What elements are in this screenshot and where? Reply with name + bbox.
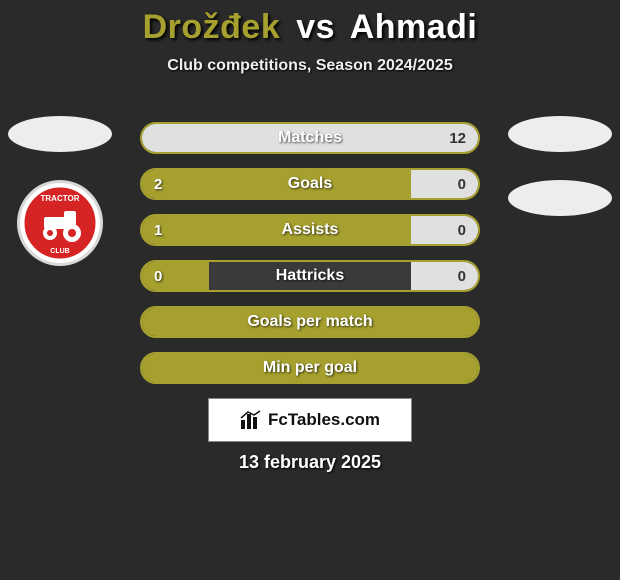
branding-box: FcTables.com	[208, 398, 412, 442]
stat-row: Min per goal	[140, 352, 480, 384]
vs-separator: vs	[296, 8, 335, 46]
stat-bar-right	[411, 170, 478, 198]
right-club-placeholder	[508, 180, 612, 216]
player2-name: Ahmadi	[350, 8, 478, 46]
branding-text: FcTables.com	[268, 410, 380, 430]
stat-bar-left	[142, 354, 478, 382]
stat-row: Assists10	[140, 214, 480, 246]
stat-row: Matches12	[140, 122, 480, 154]
right-country-placeholder	[508, 116, 612, 152]
stat-bar-right	[142, 124, 478, 152]
stat-row: Goals per match	[140, 306, 480, 338]
svg-text:TRACTOR: TRACTOR	[41, 194, 80, 203]
stat-bar-right	[411, 216, 478, 244]
stat-row: Hattricks00	[140, 260, 480, 292]
stat-bar-right	[411, 262, 478, 290]
date-label: 13 february 2025	[0, 452, 620, 473]
left-country-placeholder	[8, 116, 112, 152]
bar-chart-icon	[240, 410, 262, 430]
player1-name: Drožđek	[143, 8, 281, 46]
stat-bar-left	[142, 262, 209, 290]
left-club-badge: TRACTOR CLUB	[17, 180, 103, 266]
tractor-club-icon: TRACTOR CLUB	[20, 183, 100, 263]
stats-container: Matches12 Goals20 Assists10 Hattricks00 Goal…	[140, 122, 480, 384]
subtitle: Club competitions, Season 2024/2025	[0, 57, 620, 75]
svg-text:CLUB: CLUB	[50, 248, 69, 255]
stat-row: Goals20	[140, 168, 480, 200]
left-badge-column: TRACTOR CLUB	[0, 116, 120, 266]
right-badge-column	[500, 116, 620, 216]
stat-bar-left	[142, 308, 478, 336]
page-title: Drožđek vs Ahmadi	[0, 0, 620, 47]
